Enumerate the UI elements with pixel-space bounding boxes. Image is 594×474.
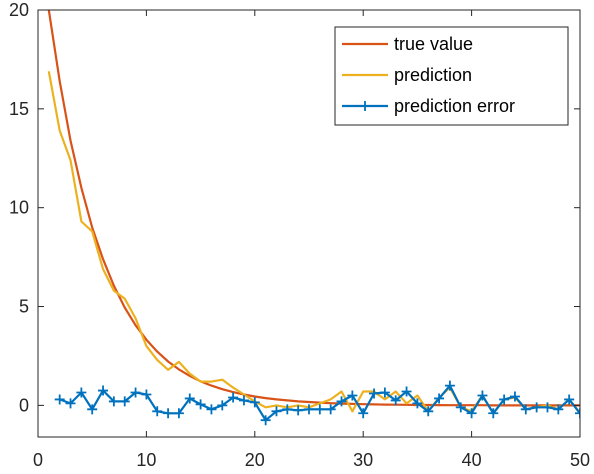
legend-prediction-error-marker (360, 101, 370, 111)
series-prediction-error-point (336, 396, 347, 407)
series-prediction-error-point (119, 396, 130, 407)
series-prediction-error-point (152, 406, 163, 417)
series-prediction-error-point (293, 405, 304, 416)
series-prediction-error-point (477, 390, 488, 401)
legend: true value prediction prediction error (334, 26, 569, 126)
series-prediction-error-point (466, 408, 477, 419)
series-prediction-error-point (542, 402, 553, 413)
series-prediction-error-point (358, 408, 369, 419)
series-prediction-error-point (87, 404, 98, 415)
series-prediction-error-point (379, 387, 390, 398)
series-prediction-error-point (130, 387, 141, 398)
y-tick-label: 5 (19, 297, 29, 317)
series-prediction-error-point (509, 391, 520, 402)
series-prediction-error-point (206, 404, 217, 415)
series-prediction-error-point (575, 408, 580, 419)
series-prediction-error-point (217, 400, 228, 411)
series-prediction-error-point (423, 406, 434, 417)
series-prediction-error-point (531, 402, 542, 413)
x-tick-label: 30 (353, 450, 373, 470)
series-prediction-error-point (249, 397, 260, 408)
series-prediction-error-point (564, 394, 575, 405)
series-prediction-error-point (499, 394, 510, 405)
series-prediction-error-point (553, 404, 564, 415)
series-prediction-error-point (228, 392, 239, 403)
series-prediction-error-point (260, 415, 271, 426)
x-tick-label: 20 (245, 450, 265, 470)
series-prediction-error-point (184, 393, 195, 404)
series-prediction-error-point (271, 406, 282, 417)
legend-prediction-error-label: prediction error (394, 96, 515, 116)
series-prediction-error-point (54, 394, 65, 405)
series-prediction-error-point (325, 404, 336, 415)
series-layer (47, 10, 580, 426)
x-tick-label: 50 (570, 450, 590, 470)
series-prediction-error-point (347, 390, 358, 401)
series-prediction-error-point (65, 398, 76, 409)
series-prediction-error-point (141, 389, 152, 400)
x-tick-label: 10 (136, 450, 156, 470)
series-prediction-error-point (390, 395, 401, 406)
series-prediction-error-point (401, 386, 412, 397)
axes-layer: 0 10 20 30 40 50 0 5 10 15 20 (9, 0, 590, 470)
legend-true-value-label: true value (394, 34, 473, 54)
series-prediction-error-point (434, 393, 445, 404)
series-prediction-error-point (76, 387, 87, 398)
series-prediction-error-point (163, 408, 174, 419)
axes-box (37, 9, 581, 438)
series-prediction-error-point (98, 385, 109, 396)
series-true-value-line (47, 10, 580, 407)
y-tick-label: 20 (9, 0, 29, 20)
y-tick-label: 10 (9, 198, 29, 218)
series-prediction-error-point (304, 404, 314, 415)
series-prediction-error-point (238, 395, 249, 406)
series-prediction-error-point (369, 388, 380, 399)
series-prediction-error-point (314, 404, 325, 415)
x-tick-label: 0 (33, 450, 43, 470)
y-tick-label: 0 (19, 395, 29, 415)
series-prediction-error-point (488, 408, 499, 419)
x-tick-label: 40 (462, 450, 482, 470)
series-prediction-error-point (520, 404, 531, 415)
series-prediction-error-point (282, 404, 293, 415)
series-prediction-error-point (444, 380, 455, 391)
series-prediction-error-point (412, 398, 423, 409)
y-tick-label: 15 (9, 99, 29, 119)
legend-prediction-label: prediction (394, 65, 472, 85)
series-prediction-error-point (108, 396, 119, 407)
series-prediction-error-point (173, 408, 184, 419)
series-prediction-error-point (195, 399, 206, 410)
series-prediction-error-point (455, 402, 466, 413)
